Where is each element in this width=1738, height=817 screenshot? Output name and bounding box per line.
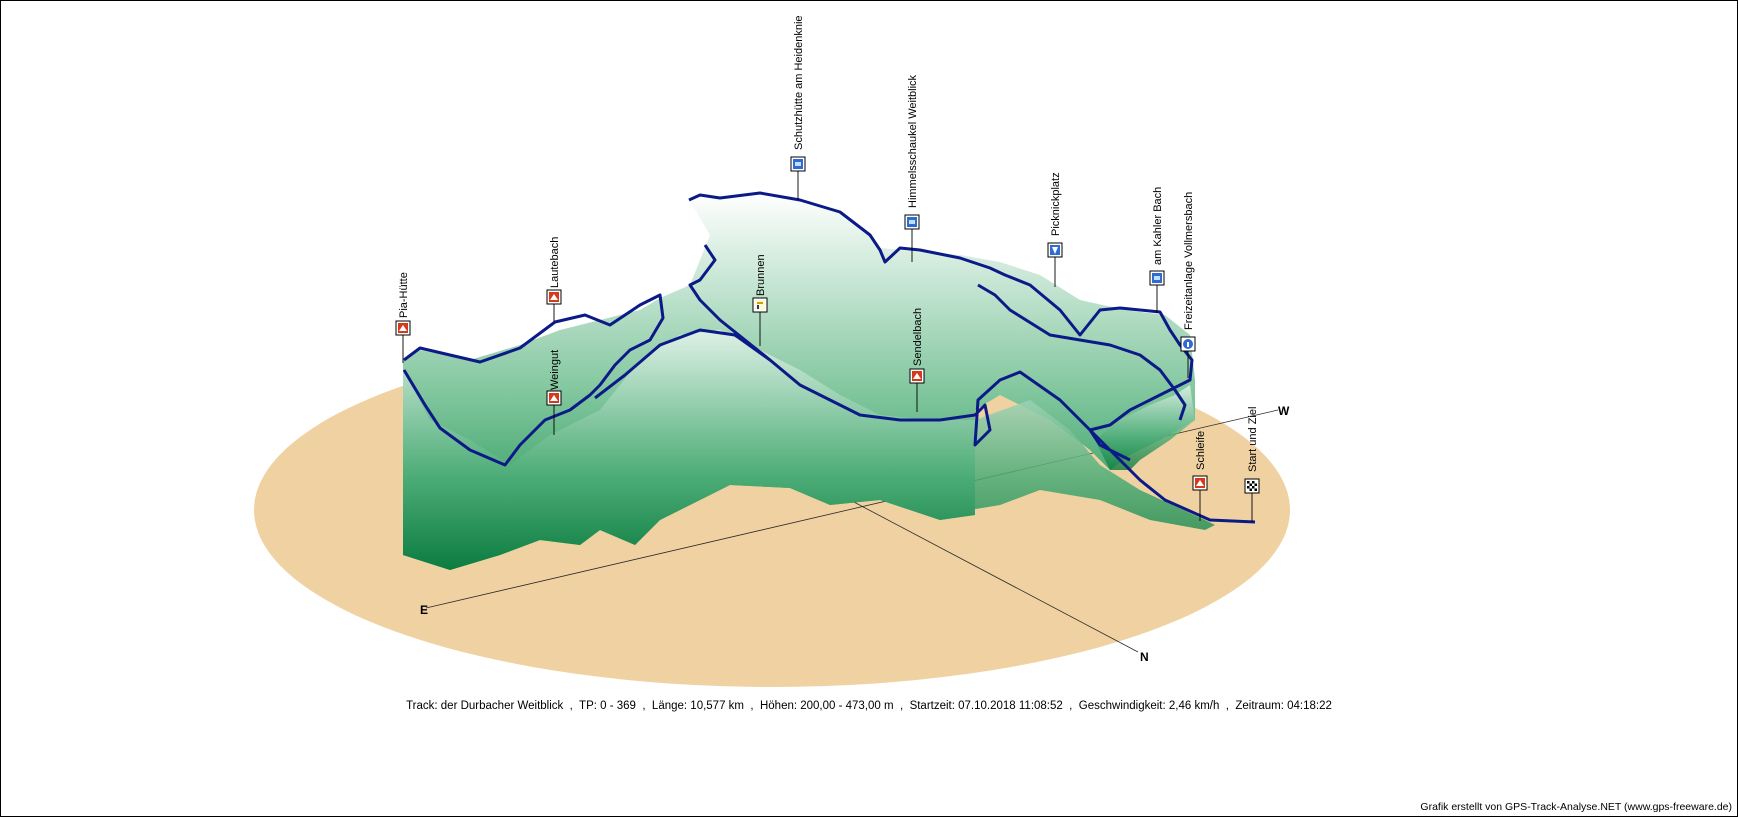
waypoint-label: Freizeitanlage Vollmersbach <box>1183 192 1195 330</box>
waypoint-marker: Weingut <box>546 350 562 435</box>
track-line <box>402 191 1256 524</box>
elevation-walls <box>403 193 1215 570</box>
waypoint-marker: Freizeitanlage Vollmersbach <box>1180 192 1196 378</box>
elevation-wall-right <box>1095 385 1195 470</box>
compass-west-label: W <box>1278 404 1290 418</box>
waypoint-marker: Sendelbach <box>909 308 925 412</box>
hut-icon <box>912 371 922 381</box>
compass-north-label: N <box>1140 650 1149 664</box>
shelter-icon <box>793 159 803 169</box>
shelter-icon <box>907 217 917 227</box>
compass-east-label: E <box>420 603 428 617</box>
axis-north <box>832 490 1139 653</box>
waypoint-marker: Start und Ziel <box>1244 407 1260 522</box>
info-icon <box>1183 339 1193 349</box>
waypoint-label: am Kahler Bach <box>1152 187 1164 265</box>
waypoint-marker: Schleife <box>1192 431 1208 521</box>
finish-flag-icon <box>1247 481 1257 491</box>
waypoint-label: Schutzhütte am Heidenknie <box>793 15 805 150</box>
waypoint-marker: Himmelsschaukel Weitblick <box>904 74 920 262</box>
picnic-icon <box>1050 245 1060 255</box>
waypoint-label: Himmelsschaukel Weitblick <box>907 74 919 208</box>
shelter-icon <box>1152 273 1162 283</box>
waypoint-marker: Lautebach <box>546 237 562 322</box>
waypoint-label: Start und Ziel <box>1247 407 1259 472</box>
waypoint-marker: Schutzhütte am Heidenknie <box>790 15 806 200</box>
elevation-wall-near <box>403 330 1215 570</box>
hut-icon <box>398 323 408 333</box>
waypoint-label: Pia-Hütte <box>398 272 410 318</box>
waypoint-marker: Pia-Hütte <box>395 272 411 363</box>
hut-icon <box>1195 478 1205 488</box>
hut-icon <box>549 292 559 302</box>
waypoint-label: Lautebach <box>549 237 561 288</box>
fountain-icon <box>755 300 765 310</box>
waypoint-label: Weingut <box>549 350 561 390</box>
credit-text: Grafik erstellt von GPS-Track-Analyse.NE… <box>1420 801 1732 813</box>
waypoint-label: Sendelbach <box>912 308 924 366</box>
hut-icon <box>549 393 559 403</box>
waypoint-label: Picknickplatz <box>1050 172 1062 236</box>
waypoint-marker: Picknickplatz <box>1047 172 1063 287</box>
waypoint-label: Schleife <box>1195 431 1207 470</box>
waypoint-marker: am Kahler Bach <box>1149 187 1165 313</box>
waypoint-layer: Pia-Hütte Lautebach Weingut Brunnen Schutzhü… <box>395 15 1260 522</box>
waypoint-marker: Brunnen <box>752 254 768 346</box>
waypoint-label: Brunnen <box>755 254 767 296</box>
track-info-line: Track: der Durbacher Weitblick , TP: 0 -… <box>406 700 1332 712</box>
